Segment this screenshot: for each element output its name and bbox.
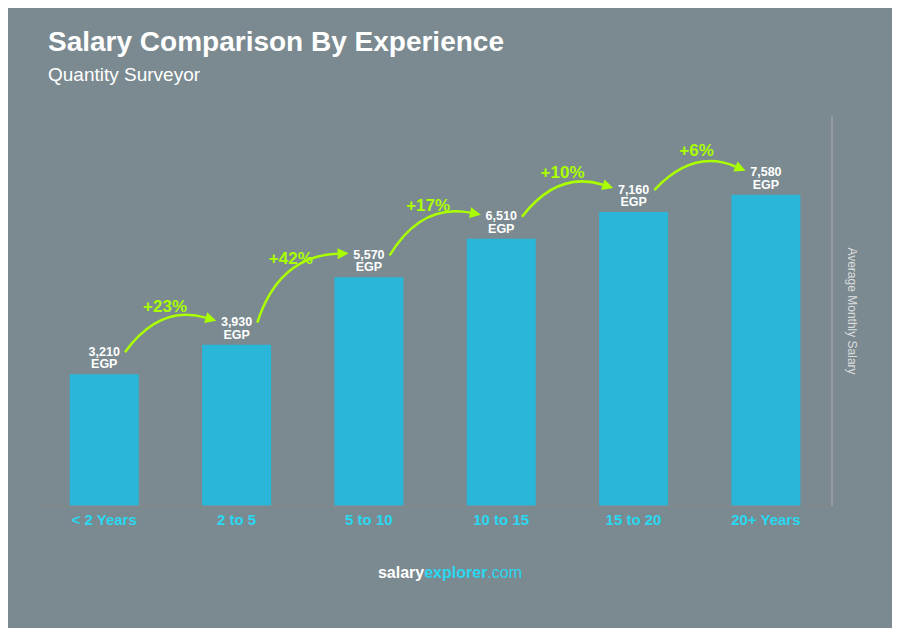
svg-text:Average Monthly Salary: Average Monthly Salary <box>845 247 859 374</box>
svg-text:5,570EGP: 5,570EGP <box>353 248 384 275</box>
svg-text:3,210EGP: 3,210EGP <box>89 345 120 372</box>
svg-text:< 2 Years: < 2 Years <box>72 511 137 528</box>
svg-text:+17%: +17% <box>406 196 450 215</box>
svg-text:15 to 20: 15 to 20 <box>606 511 662 528</box>
svg-text:+6%: +6% <box>679 141 714 160</box>
svg-text:7,160EGP: 7,160EGP <box>618 183 649 210</box>
svg-text:6,510EGP: 6,510EGP <box>486 209 517 236</box>
svg-text:+23%: +23% <box>143 297 187 316</box>
svg-text:2 to 5: 2 to 5 <box>217 511 256 528</box>
html-text:Salary Comparison By Experienc: Salary Comparison By Experience <box>48 26 504 57</box>
svg-text:+42%: +42% <box>269 249 313 268</box>
svg-text:20+ Years: 20+ Years <box>731 511 800 528</box>
svg-text:5 to 10: 5 to 10 <box>345 511 393 528</box>
svg-text:3,930EGP: 3,930EGP <box>221 315 252 342</box>
html-text:salary explorer.com: salary explorer.com <box>378 564 522 581</box>
svg-text:7,580EGP: 7,580EGP <box>750 165 781 192</box>
svg-text:10 to 15: 10 to 15 <box>473 511 529 528</box>
html-text:Quantity Surveyor: Quantity Surveyor <box>48 64 201 85</box>
svg-text:+10%: +10% <box>541 163 585 182</box>
